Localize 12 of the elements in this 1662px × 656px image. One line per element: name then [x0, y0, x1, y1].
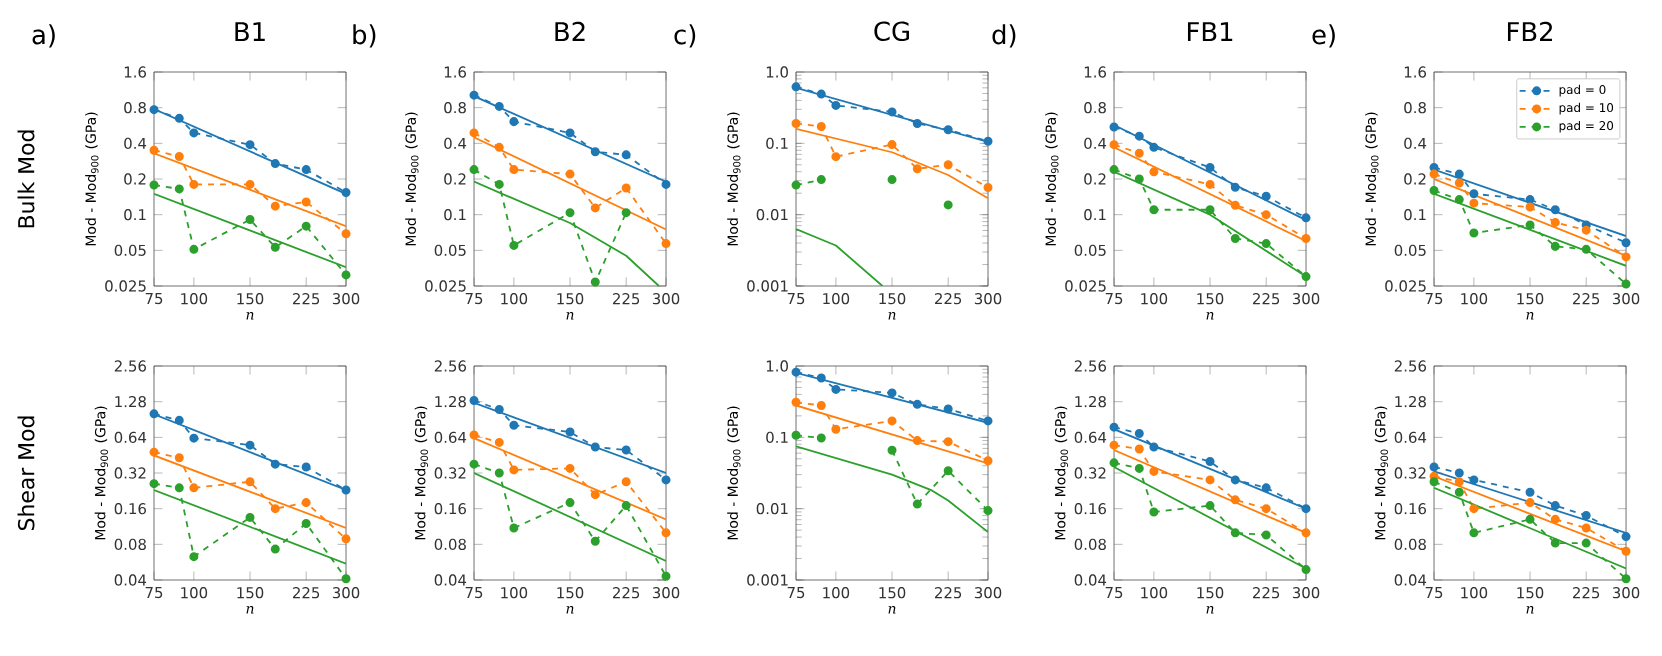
- chart-title: FB1: [1187, 22, 1233, 42]
- text: b): [353, 24, 376, 48]
- text: d): [992, 24, 1016, 48]
- text: Bulk Mod: [17, 130, 35, 228]
- text: c): [674, 24, 696, 48]
- chart-title: CG: [874, 21, 909, 42]
- text: a): [32, 24, 55, 48]
- text: e): [1312, 24, 1335, 48]
- chart-title: B2: [555, 21, 585, 42]
- text: Shear Mod: [17, 416, 35, 531]
- chart-title: FB2: [1507, 21, 1552, 42]
- chart-title: B1: [235, 22, 265, 42]
